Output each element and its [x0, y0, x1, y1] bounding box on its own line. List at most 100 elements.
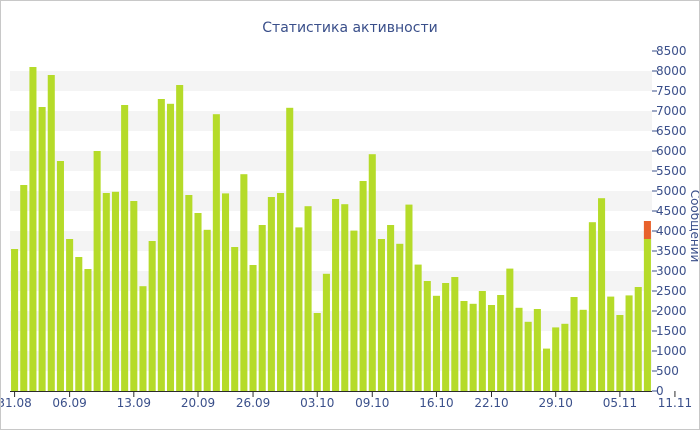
- bar: [148, 241, 156, 391]
- bar: [524, 321, 532, 391]
- x-tick-label: 22.10: [474, 396, 508, 410]
- bar: [130, 201, 138, 391]
- bar: [625, 295, 633, 391]
- y-tick-label: 3000: [656, 264, 687, 278]
- grid-band: [10, 71, 652, 91]
- y-tick-label: 7500: [656, 84, 687, 98]
- bar: [478, 291, 486, 391]
- bar: [20, 185, 28, 391]
- y-tick-label: 3500: [656, 244, 687, 258]
- bar: [469, 303, 477, 391]
- grid-band: [10, 151, 652, 171]
- bar: [258, 225, 266, 391]
- bar: [166, 103, 175, 392]
- x-tick-label: 20.09: [181, 396, 215, 410]
- x-axis-ticks: 31.08 06.09 13.09 20.09 26.09 03.10 09.10 16.10…: [1, 391, 692, 410]
- bar: [313, 313, 321, 391]
- bar: [185, 195, 193, 391]
- y-tick-label: 500: [656, 364, 679, 378]
- x-tick-label: 31.08: [1, 396, 32, 410]
- bar: [277, 193, 285, 391]
- bar: [203, 229, 211, 391]
- bar: [359, 181, 367, 391]
- bar: [487, 305, 496, 391]
- bars: [11, 67, 651, 392]
- bar: [552, 327, 560, 391]
- bar: [157, 99, 165, 391]
- x-tick-label: 09.10: [355, 396, 389, 410]
- y-tick-label: 0: [656, 384, 664, 398]
- y-tick-label: 5500: [656, 164, 687, 178]
- x-tick-label: 03.10: [300, 396, 334, 410]
- bar: [66, 239, 74, 391]
- bar: [29, 67, 37, 391]
- bar: [286, 107, 294, 392]
- bar: [84, 269, 92, 391]
- bar: [47, 75, 55, 391]
- y-tick-label: 4000: [656, 224, 687, 238]
- bar: [405, 204, 413, 391]
- bar: [56, 161, 64, 391]
- x-tick-label: 29.10: [539, 396, 573, 410]
- x-tick-label: 06.09: [52, 396, 86, 410]
- y-tick-label: 8500: [656, 44, 687, 58]
- bar: [497, 295, 505, 391]
- bar: [304, 206, 312, 391]
- y-tick-label: 6000: [656, 144, 687, 158]
- bar: [442, 283, 450, 391]
- bar: [396, 243, 404, 391]
- y-tick-label: 2000: [656, 304, 687, 318]
- bar: [451, 277, 459, 391]
- grid-band: [10, 111, 652, 131]
- bar: [634, 287, 642, 391]
- y-tick-label: 1000: [656, 344, 687, 358]
- bar: [368, 154, 376, 391]
- bar: [387, 225, 395, 391]
- x-tick-label: 11.11: [658, 396, 692, 410]
- bar: [176, 85, 184, 391]
- y-tick-label: 5000: [656, 184, 687, 198]
- y-tick-label: 1500: [656, 324, 687, 338]
- bar: [332, 199, 340, 391]
- y-tick-label: 4500: [656, 204, 687, 218]
- y-tick-label: 2500: [656, 284, 687, 298]
- bar-highlight: [643, 221, 651, 239]
- bar: [598, 198, 606, 391]
- bar: [222, 193, 230, 391]
- bar: [643, 239, 651, 391]
- bar: [139, 286, 147, 391]
- bar: [533, 309, 541, 391]
- bar: [249, 265, 257, 391]
- bar: [414, 264, 422, 391]
- bar: [607, 296, 615, 391]
- bar: [194, 213, 202, 391]
- bar: [432, 295, 440, 391]
- bar: [75, 257, 83, 391]
- bar: [111, 191, 119, 391]
- bar: [350, 230, 358, 391]
- bar: [38, 107, 46, 391]
- bar: [11, 249, 19, 391]
- x-tick-label: 13.09: [117, 396, 151, 410]
- bar: [93, 151, 101, 391]
- bar: [561, 323, 569, 391]
- bar: [212, 114, 220, 391]
- bar: [295, 227, 303, 391]
- bar: [543, 348, 551, 391]
- y-axis-ticks: 0 500 1000 1500 2000 2500 3000 3500 4000 4500 5000…: [652, 44, 687, 398]
- y-tick-label: 7000: [656, 104, 687, 118]
- bar: [460, 301, 468, 391]
- y-axis-title: Сообщений: [688, 190, 699, 263]
- bar: [341, 204, 349, 391]
- bar: [102, 193, 110, 391]
- chart-title: Статистика активности: [262, 20, 437, 36]
- bar: [231, 247, 239, 391]
- bar: [506, 268, 514, 391]
- bar: [515, 307, 523, 391]
- bar: [423, 281, 431, 391]
- bar: [267, 197, 275, 391]
- bar: [240, 174, 248, 391]
- bar: [121, 105, 129, 391]
- bar: [570, 297, 578, 391]
